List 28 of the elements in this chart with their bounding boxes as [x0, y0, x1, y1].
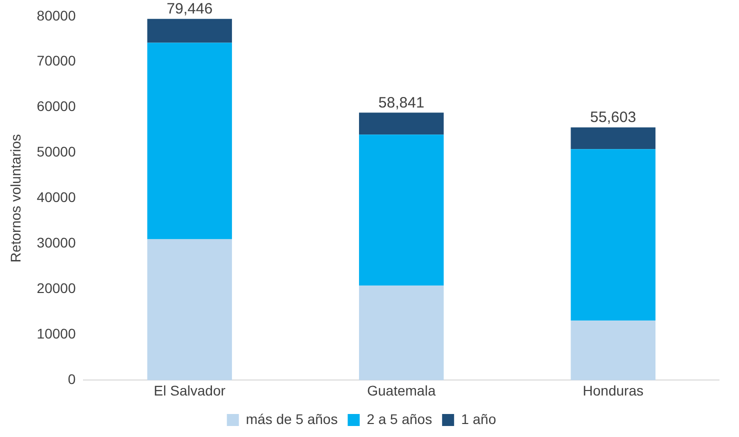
y-tick-label: 70000: [36, 52, 76, 69]
x-tick-label: Guatemala: [367, 382, 436, 398]
bar: [570, 320, 656, 380]
bar: [359, 134, 444, 286]
legend-label: 2 a 5 años: [366, 410, 432, 427]
legend-label: 1 año: [461, 410, 496, 427]
total-label: 58,841: [378, 94, 424, 112]
bar: [359, 286, 444, 380]
bar: [359, 112, 444, 135]
bar: [147, 239, 232, 380]
y-axis-title: Retornos voluntarios: [7, 134, 24, 263]
y-tick-label: 30000: [36, 234, 76, 251]
bar: [147, 18, 232, 43]
y-tick-label: 60000: [36, 98, 76, 114]
bar: [570, 127, 656, 150]
legend-label: más de 5 años: [246, 410, 338, 427]
y-tick-label: 0: [68, 371, 76, 388]
y-tick-label: 10000: [36, 326, 76, 342]
x-tick-label: El Salvador: [154, 382, 226, 398]
total-label: 55,603: [590, 108, 636, 126]
bar: [570, 149, 656, 321]
y-tick-label: 80000: [36, 7, 76, 24]
y-tick-label: 50000: [36, 144, 76, 160]
bar: [147, 42, 232, 240]
x-tick-label: Honduras: [582, 382, 644, 398]
y-tick-label: 40000: [36, 189, 76, 206]
total-label: 79,446: [166, 0, 213, 18]
y-tick-label: 20000: [36, 280, 76, 296]
